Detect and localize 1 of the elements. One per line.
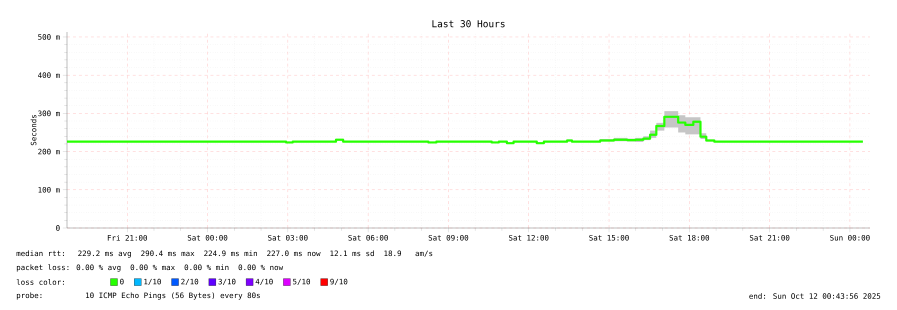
chart-title: Last 30 Hours <box>432 20 505 28</box>
